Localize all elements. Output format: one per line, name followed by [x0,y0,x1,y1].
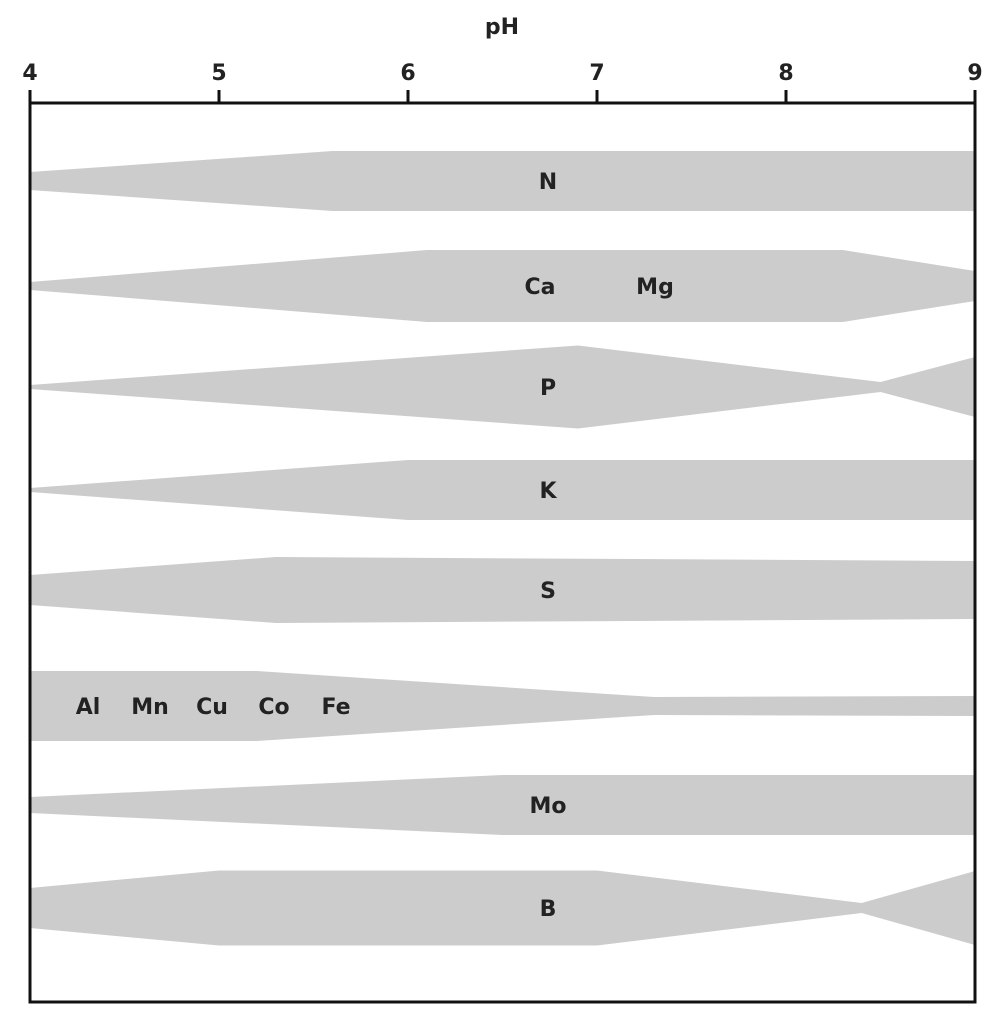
nutrient-label: Ca [525,275,556,300]
nutrient-label: Fe [321,695,350,720]
x-tick-label: 6 [400,61,415,86]
x-tick-label: 7 [589,61,604,86]
availability-band [30,775,975,835]
x-tick-label: 4 [22,61,37,86]
availability-band [30,250,975,322]
availability-band [30,151,975,211]
x-tick-label: 8 [778,61,793,86]
availability-band [30,671,975,741]
nutrient-label: Cu [196,695,228,720]
x-tick-label: 9 [967,61,982,86]
availability-band [30,557,975,623]
nutrient-label: S [540,579,556,604]
axis-title: pH [485,15,519,40]
nutrient-label: K [539,479,557,504]
nutrient-label: B [540,897,557,922]
availability-band [30,345,975,429]
nutrient-label: Mg [636,275,674,300]
frame [28,101,977,1004]
nutrient-label: Al [76,695,101,720]
nutrient-label: Mo [529,794,566,819]
availability-band [30,870,975,946]
availability-band [30,460,975,520]
nutrient-label: Mn [131,695,169,720]
nutrient-label: N [539,170,557,195]
nutrient-label: P [540,376,556,401]
nutrient-label: Co [258,695,289,720]
x-tick-label: 5 [211,61,226,86]
